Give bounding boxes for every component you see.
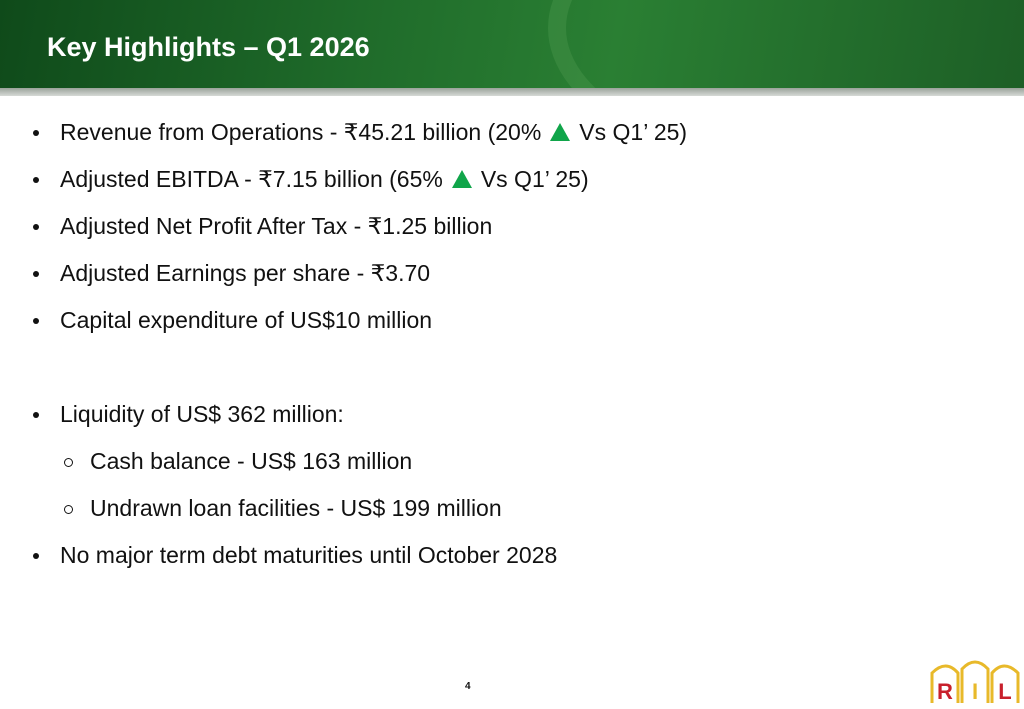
list-item: Adjusted Net Profit After Tax - ₹1.25 bi…: [60, 212, 492, 240]
item-text: Capital expenditure of US$10 million: [60, 307, 433, 333]
list-item: Revenue from Operations - ₹45.21 billion…: [60, 118, 687, 146]
logo-letter: I: [972, 679, 978, 704]
item-text: Adjusted Earnings per share - ₹3.70: [60, 260, 431, 286]
logo-arch: [990, 664, 1020, 703]
header-banner: [0, 0, 1024, 88]
list-item: Adjusted EBITDA - ₹7.15 billion (65% Vs Q…: [60, 165, 589, 193]
bullet: [33, 553, 39, 559]
item-text: Undrawn loan facilities - US$ 199 millio…: [90, 495, 502, 521]
bullet: [33, 412, 39, 418]
bullet: [33, 318, 39, 324]
item-text: No major term debt maturities until Octo…: [60, 542, 558, 568]
list-item: No major term debt maturities until Octo…: [60, 541, 557, 569]
logo-arch: [930, 664, 960, 703]
up-arrow-shape: [550, 123, 571, 141]
logo: R I L: [930, 660, 1020, 704]
item-text: Adjusted EBITDA - ₹7.15 billion (65%: [60, 166, 443, 192]
logo-letter: R: [937, 679, 953, 704]
bullet: [33, 130, 39, 136]
item-text: Adjusted Net Profit After Tax - ₹1.25 bi…: [60, 213, 493, 239]
logo-letter: L: [998, 679, 1011, 704]
item-text-suffix: Vs Q1’ 25): [579, 119, 688, 145]
logo-arch: [960, 660, 990, 703]
bullet: [33, 177, 39, 183]
sub-item: Cash balance - US$ 163 million: [90, 447, 412, 475]
list-item: Liquidity of US$ 362 million:: [60, 400, 344, 428]
item-text: Revenue from Operations - ₹45.21 billion…: [60, 119, 542, 145]
up-arrow-shape: [451, 170, 472, 188]
sub-bullet: [63, 457, 73, 467]
up-arrow: [451, 170, 472, 188]
list-item: Adjusted Earnings per share - ₹3.70: [60, 259, 430, 287]
sub-bullet: [63, 504, 73, 514]
item-text: Cash balance - US$ 163 million: [90, 448, 413, 474]
slide-title: Key Highlights – Q1 2026: [47, 32, 370, 62]
item-text-suffix: Vs Q1’ 25): [480, 166, 589, 192]
list-item: Capital expenditure of US$10 million: [60, 306, 432, 334]
bullet: [33, 224, 39, 230]
bullet: [33, 271, 39, 277]
header-band: [0, 88, 1024, 96]
up-arrow: [550, 123, 571, 141]
page-number: 4: [465, 681, 471, 692]
item-text: Liquidity of US$ 362 million:: [60, 401, 344, 427]
sub-item: Undrawn loan facilities - US$ 199 millio…: [90, 494, 502, 522]
